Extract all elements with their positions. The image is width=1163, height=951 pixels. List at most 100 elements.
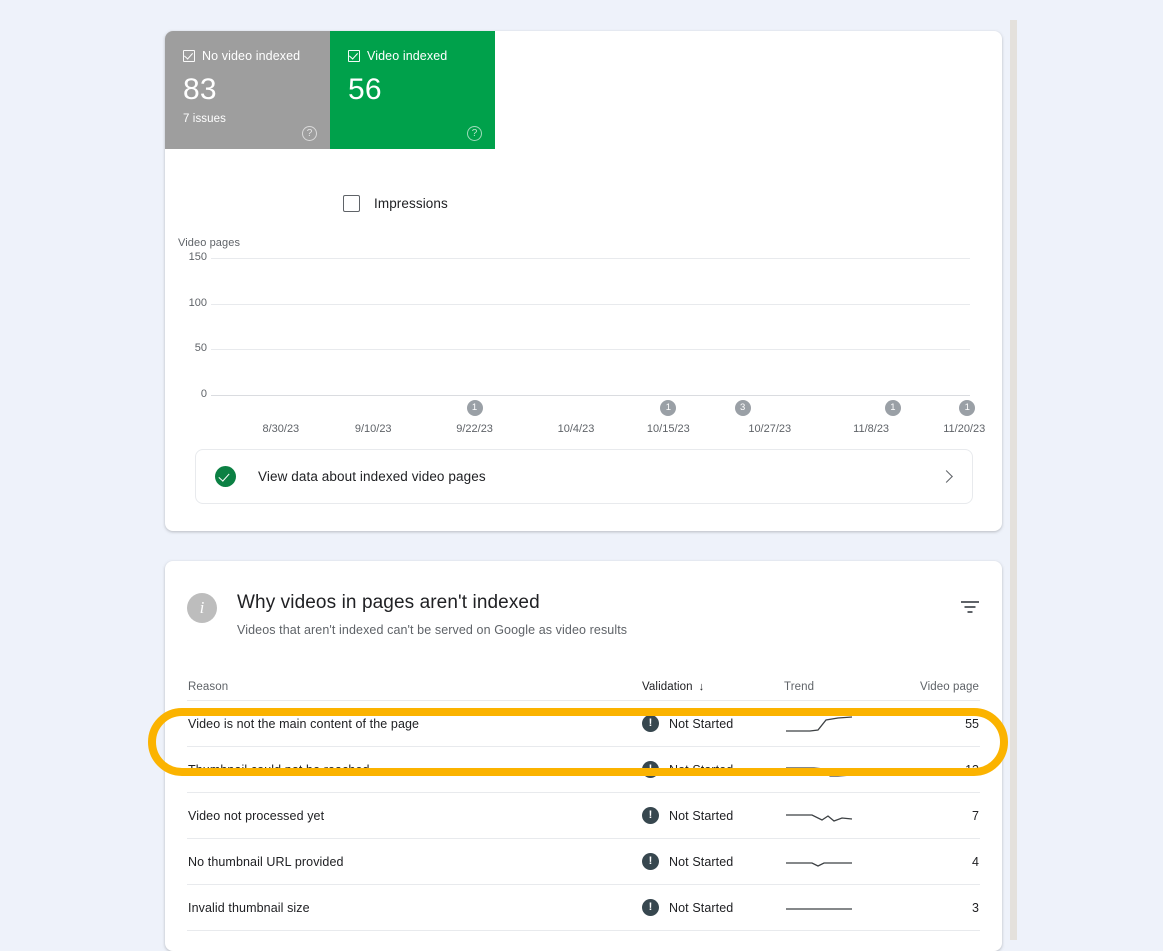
impressions-label: Impressions xyxy=(374,196,448,211)
metric-value: 83 xyxy=(183,73,217,106)
metric-value: 56 xyxy=(348,73,382,106)
cell-reason: No thumbnail URL provided xyxy=(188,854,344,869)
metric-tile-header: No video indexed xyxy=(183,49,316,63)
table-row[interactable]: No thumbnail URL provided! Not Started 4 xyxy=(187,839,980,885)
table-row[interactable]: Video is not the main content of the pag… xyxy=(187,701,980,747)
help-icon[interactable]: ? xyxy=(467,126,482,141)
error-icon: ! xyxy=(642,807,659,824)
trend-sparkline-dip xyxy=(786,766,853,777)
y-axis-tick-0: 0 xyxy=(200,388,207,400)
why-videos-arent-indexed-card: i Why videos in pages aren't indexed Vid… xyxy=(165,561,1002,951)
cell-video-page-count: 55 xyxy=(965,716,979,731)
chart-annotation-badge[interactable]: 1 xyxy=(660,400,677,416)
cell-reason: Video not processed yet xyxy=(188,808,325,823)
cell-validation: ! Not Started xyxy=(642,853,784,870)
video-pages-chart: Video pages 0 50 100 150 1 1 3 1 1 8/30/23 9/10/… xyxy=(165,206,1002,446)
cell-validation: ! Not Started xyxy=(642,807,784,824)
chart-annotation-badge[interactable]: 1 xyxy=(466,400,483,416)
x-axis-tick-11/8/23: 11/8/23 xyxy=(853,423,890,435)
metric-tile-video-indexed[interactable]: Video indexed 56 ? xyxy=(330,31,495,149)
metric-label: Video indexed xyxy=(367,49,448,63)
chart-plot-area xyxy=(217,258,968,395)
cell-video-page-count: 3 xyxy=(972,900,979,915)
validation-status-text: Not Started xyxy=(669,808,734,823)
error-icon: ! xyxy=(642,899,659,916)
chart-annotation-badge[interactable]: 3 xyxy=(734,400,751,416)
reasons-table: Reason Validation ↓ Trend Video page Vid… xyxy=(187,673,980,931)
x-axis-tick-10/27/23: 10/27/23 xyxy=(748,423,792,435)
metric-tiles: No video indexed 83 7 issues ? Video ind… xyxy=(165,31,495,149)
chart-y-axis-title: Video pages xyxy=(178,237,241,249)
x-axis-tick-8/30/23: 8/30/23 xyxy=(262,423,300,435)
trend-sparkline-small-bump xyxy=(786,861,852,867)
cell-trend xyxy=(784,803,896,829)
page-subtitle: Videos that aren't indexed can't be serv… xyxy=(237,623,628,637)
check-circle-icon xyxy=(215,466,236,487)
cell-trend xyxy=(784,849,896,875)
column-header-trend: Trend xyxy=(784,680,815,693)
table-row[interactable]: Invalid thumbnail size ! Not Started 3 xyxy=(187,885,980,931)
column-header-reason: Reason xyxy=(188,680,229,693)
cell-validation: ! Not Started xyxy=(642,715,784,732)
trend-sparkline-rising-step xyxy=(786,715,853,732)
validation-status-text: Not Started xyxy=(669,854,734,869)
trend-sparkline-flat xyxy=(786,907,852,910)
scrollbar-thumb[interactable] xyxy=(1010,20,1017,940)
info-icon: i xyxy=(187,593,217,623)
filter-bar-3 xyxy=(967,611,973,613)
gridline-100 xyxy=(211,303,970,305)
cell-trend xyxy=(784,895,896,921)
impressions-toggle[interactable]: Impressions xyxy=(343,195,448,212)
view-data-about-indexed-video-pages-row[interactable]: View data about indexed video pages xyxy=(195,449,973,504)
error-icon: ! xyxy=(642,715,659,732)
x-axis-tick-9/22/23: 9/22/23 xyxy=(456,423,493,435)
checkbox-checked-icon[interactable] xyxy=(183,50,195,62)
cell-validation: ! Not Started xyxy=(642,761,784,778)
x-axis-tick-10/15/23: 10/15/23 xyxy=(646,423,690,435)
table-header-row: Reason Validation ↓ Trend Video page xyxy=(187,673,980,701)
cell-validation: ! Not Started xyxy=(642,899,784,916)
page-title: Why videos in pages aren't indexed xyxy=(237,592,540,613)
y-axis-tick-50: 50 xyxy=(194,342,207,355)
checkbox-checked-icon[interactable] xyxy=(348,50,360,62)
view-data-label: View data about indexed video pages xyxy=(258,469,486,484)
y-axis-tick-150: 150 xyxy=(188,251,207,263)
x-axis-tick-9/10/23: 9/10/23 xyxy=(354,423,392,435)
reasons-card-header: i Why videos in pages aren't indexed Vid… xyxy=(165,561,1002,637)
cell-reason: Invalid thumbnail size xyxy=(188,900,310,915)
column-header-validation-label: Validation xyxy=(642,680,693,693)
cell-video-page-count: 7 xyxy=(972,808,979,823)
validation-status-text: Not Started xyxy=(669,716,734,731)
x-axis-tick-10/4/23: 10/4/23 xyxy=(557,423,595,435)
y-axis-tick-100: 100 xyxy=(188,296,207,309)
cell-trend xyxy=(784,757,896,783)
metric-label: No video indexed xyxy=(202,49,301,63)
chart-annotation-badge[interactable]: 1 xyxy=(884,400,901,416)
gridline-50 xyxy=(211,349,970,351)
gridline-150 xyxy=(211,258,970,259)
filter-list-icon[interactable] xyxy=(960,597,980,617)
column-header-video-page: Video page xyxy=(920,680,979,693)
help-icon[interactable]: ? xyxy=(302,126,317,141)
trend-sparkline-wiggle xyxy=(786,813,853,822)
filter-bar-1 xyxy=(961,601,979,603)
checkbox-unchecked-icon[interactable] xyxy=(343,195,360,212)
column-header-validation[interactable]: Validation ↓ xyxy=(642,681,784,693)
reasons-title-block: Why videos in pages aren't indexed Video… xyxy=(237,591,960,637)
chevron-right-icon[interactable] xyxy=(940,470,953,483)
chart-annotation-badge[interactable]: 1 xyxy=(959,400,976,416)
cell-reason: Thumbnail could not be reached xyxy=(188,762,370,777)
metric-tile-no-video-indexed[interactable]: No video indexed 83 7 issues ? xyxy=(165,31,330,149)
cell-reason: Video is not the main content of the pag… xyxy=(188,716,420,731)
validation-status-text: Not Started xyxy=(669,762,734,777)
metric-subtext: 7 issues xyxy=(183,113,226,125)
metric-tile-header: Video indexed xyxy=(348,49,481,63)
x-axis-tick-11/20/23: 11/20/23 xyxy=(943,423,986,435)
cell-video-page-count: 4 xyxy=(972,854,979,869)
error-icon: ! xyxy=(642,761,659,778)
cell-video-page-count: 13 xyxy=(965,762,979,777)
table-row[interactable]: Thumbnail could not be reached! Not Start… xyxy=(187,747,980,793)
error-icon: ! xyxy=(642,853,659,870)
table-row[interactable]: Video not processed yet! Not Started 7 xyxy=(187,793,980,839)
video-indexing-overview-card: No video indexed 83 7 issues ? Video ind… xyxy=(165,31,1002,531)
